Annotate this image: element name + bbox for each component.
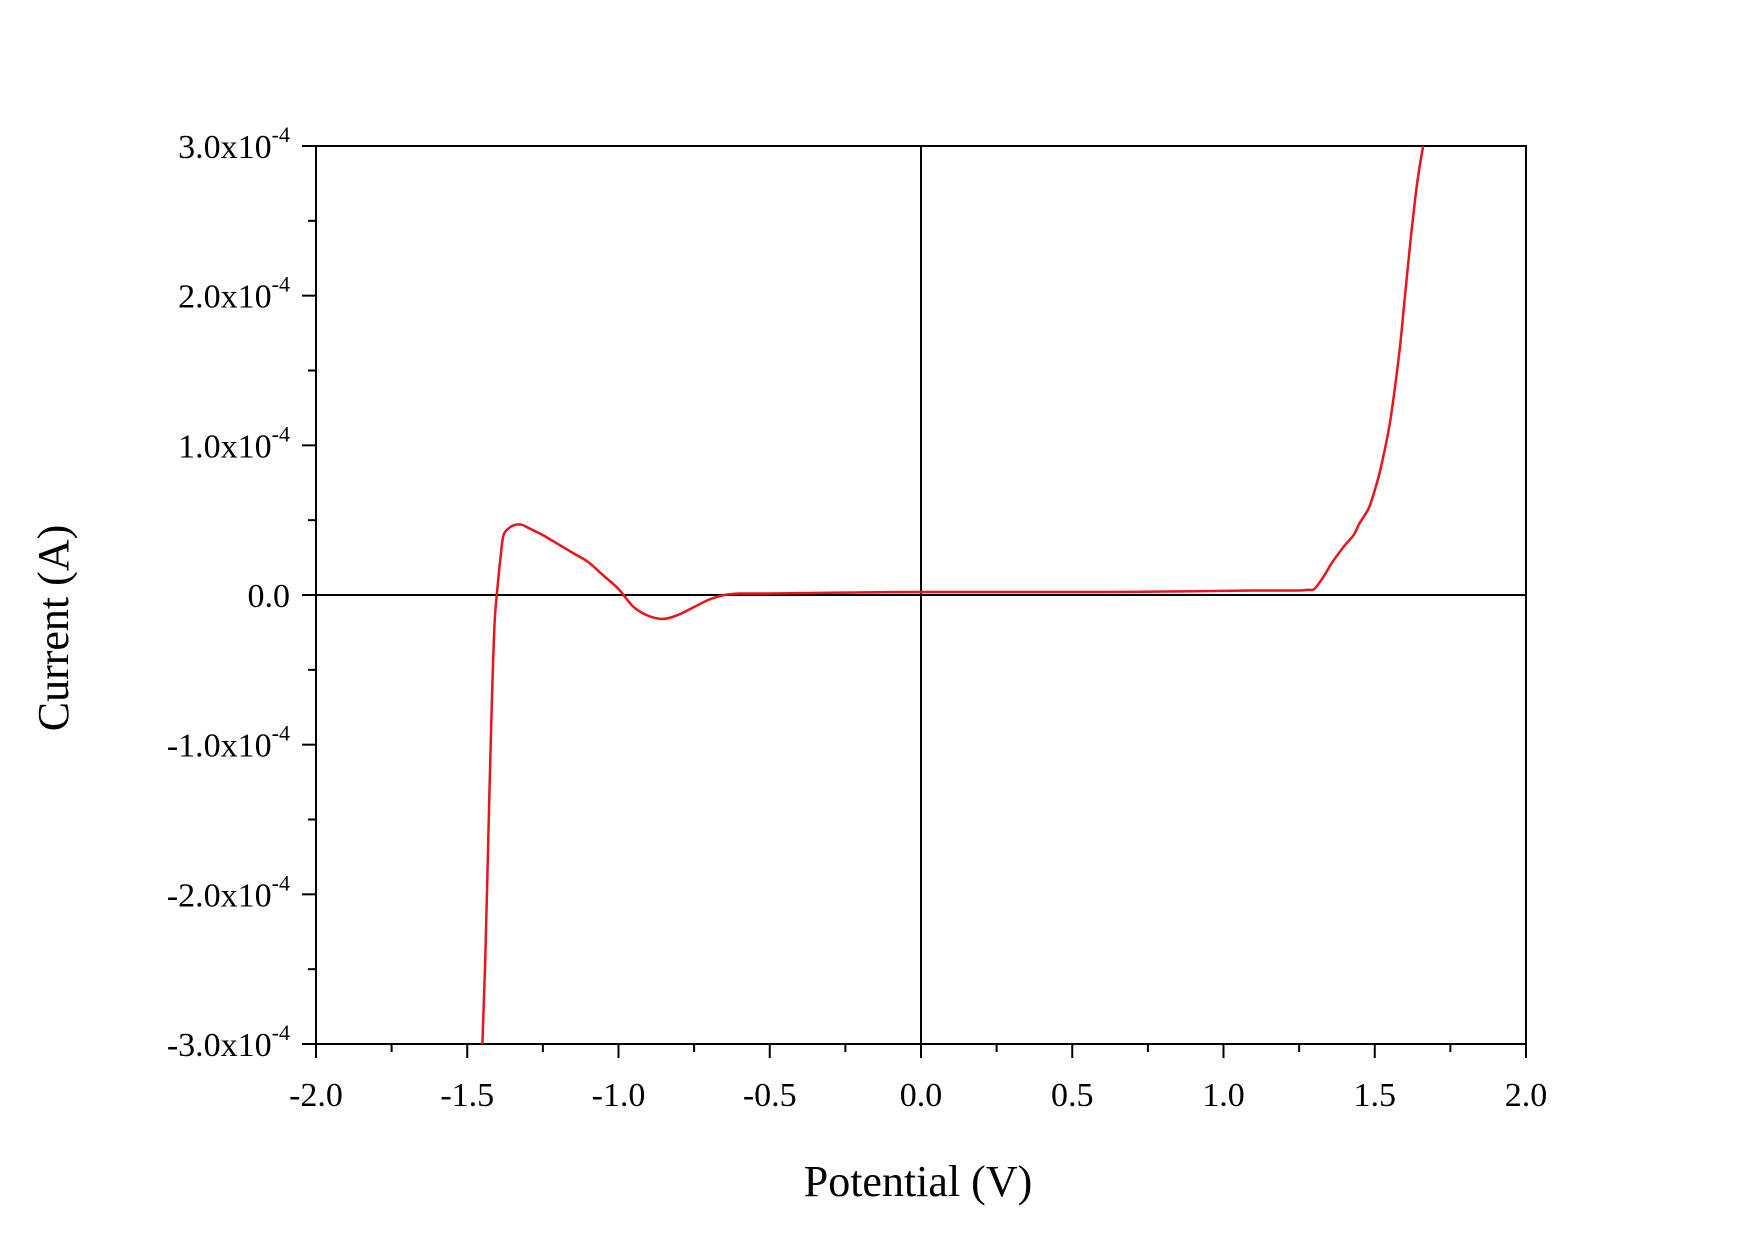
x-tick-label: -2.0 (289, 1077, 343, 1114)
y-tick-label: 0.0 (248, 578, 291, 615)
series-line-0 (481, 146, 1425, 1044)
y-axis-ticks: 3.0x10-4 2.0x10-4 1.0x10-4 0.0 -1.0x10-4 -2.0… (167, 122, 316, 1064)
x-tick-label: -0.5 (743, 1077, 797, 1114)
zero-lines (316, 146, 1526, 1044)
x-tick-label: 1.5 (1354, 1077, 1397, 1114)
x-tick-label: 0.0 (900, 1077, 943, 1114)
y-tick-label: -3.0x10-4 (167, 1020, 290, 1064)
y-tick-label: 2.0x10-4 (178, 272, 290, 316)
x-axis-ticks: -2.0 -1.5 -1.0 -0.5 0.0 0.5 1.0 1.5 2.0 (289, 1044, 1547, 1114)
x-axis-label: Potential (V) (804, 1157, 1033, 1206)
x-tick-label: -1.5 (440, 1077, 494, 1114)
y-axis-label: Current (A) (29, 525, 78, 732)
x-tick-label: -1.0 (592, 1077, 646, 1114)
series-layer (481, 146, 1425, 1044)
y-tick-label: -2.0x10-4 (167, 870, 290, 914)
x-tick-label: 1.0 (1202, 1077, 1245, 1114)
y-tick-label: 3.0x10-4 (178, 122, 290, 166)
y-tick-label: -1.0x10-4 (167, 721, 290, 765)
y-tick-label: 1.0x10-4 (178, 421, 290, 465)
x-tick-label: 0.5 (1051, 1077, 1094, 1114)
x-tick-label: 2.0 (1505, 1077, 1548, 1114)
